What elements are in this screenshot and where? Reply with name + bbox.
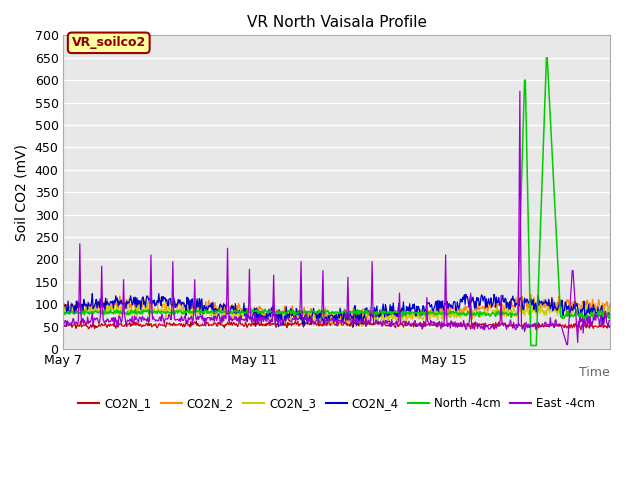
- CO2N_4: [420, 303, 428, 309]
- East -4cm: [60, 322, 67, 328]
- North -4cm: [193, 309, 201, 315]
- North -4cm: [484, 311, 492, 316]
- CO2N_4: [194, 304, 202, 310]
- CO2N_2: [344, 319, 352, 325]
- North -4cm: [527, 343, 534, 348]
- East -4cm: [563, 342, 571, 348]
- CO2N_3: [161, 300, 169, 305]
- CO2N_4: [275, 324, 282, 330]
- CO2N_3: [194, 312, 202, 317]
- CO2N_4: [486, 300, 494, 306]
- CO2N_4: [88, 291, 96, 297]
- Line: CO2N_3: CO2N_3: [63, 302, 610, 326]
- CO2N_3: [420, 314, 428, 320]
- CO2N_2: [527, 292, 534, 298]
- CO2N_1: [193, 323, 201, 328]
- CO2N_3: [486, 312, 494, 317]
- Line: North -4cm: North -4cm: [63, 58, 610, 346]
- Text: Time: Time: [579, 366, 610, 379]
- CO2N_2: [232, 309, 240, 314]
- North -4cm: [419, 311, 426, 316]
- CO2N_4: [233, 309, 241, 314]
- CO2N_2: [486, 301, 493, 307]
- CO2N_1: [577, 327, 585, 333]
- CO2N_2: [193, 305, 201, 311]
- CO2N_1: [606, 324, 614, 330]
- Line: CO2N_2: CO2N_2: [63, 295, 610, 322]
- CO2N_3: [233, 309, 241, 315]
- CO2N_1: [553, 323, 561, 329]
- CO2N_2: [214, 308, 221, 314]
- North -4cm: [214, 309, 221, 314]
- CO2N_4: [214, 309, 222, 314]
- North -4cm: [554, 252, 561, 258]
- CO2N_3: [358, 324, 366, 329]
- East -4cm: [232, 314, 240, 320]
- CO2N_3: [214, 308, 222, 313]
- CO2N_2: [606, 301, 614, 307]
- North -4cm: [60, 310, 67, 316]
- CO2N_1: [365, 316, 373, 322]
- East -4cm: [193, 316, 201, 322]
- East -4cm: [516, 88, 524, 94]
- CO2N_1: [419, 321, 427, 326]
- North -4cm: [232, 309, 240, 315]
- CO2N_3: [606, 307, 614, 312]
- Title: VR North Vaisala Profile: VR North Vaisala Profile: [246, 15, 427, 30]
- East -4cm: [419, 326, 426, 332]
- CO2N_3: [554, 312, 561, 318]
- East -4cm: [606, 318, 614, 324]
- CO2N_4: [606, 311, 614, 317]
- CO2N_3: [60, 302, 67, 308]
- East -4cm: [484, 326, 492, 332]
- CO2N_4: [60, 305, 67, 311]
- North -4cm: [543, 55, 550, 60]
- Y-axis label: Soil CO2 (mV): Soil CO2 (mV): [15, 144, 29, 240]
- Line: East -4cm: East -4cm: [63, 91, 610, 345]
- CO2N_1: [214, 324, 221, 329]
- CO2N_2: [554, 299, 561, 305]
- Text: VR_soilco2: VR_soilco2: [72, 36, 146, 49]
- CO2N_2: [60, 304, 67, 310]
- CO2N_1: [60, 323, 67, 329]
- East -4cm: [214, 315, 221, 321]
- Line: CO2N_4: CO2N_4: [63, 294, 610, 327]
- CO2N_4: [554, 307, 561, 313]
- CO2N_1: [232, 321, 240, 326]
- Line: CO2N_1: CO2N_1: [63, 319, 610, 330]
- Legend: CO2N_1, CO2N_2, CO2N_3, CO2N_4, North -4cm, East -4cm: CO2N_1, CO2N_2, CO2N_3, CO2N_4, North -4…: [74, 393, 600, 415]
- CO2N_2: [419, 308, 427, 314]
- East -4cm: [553, 321, 561, 327]
- CO2N_1: [486, 322, 493, 328]
- North -4cm: [606, 313, 614, 319]
